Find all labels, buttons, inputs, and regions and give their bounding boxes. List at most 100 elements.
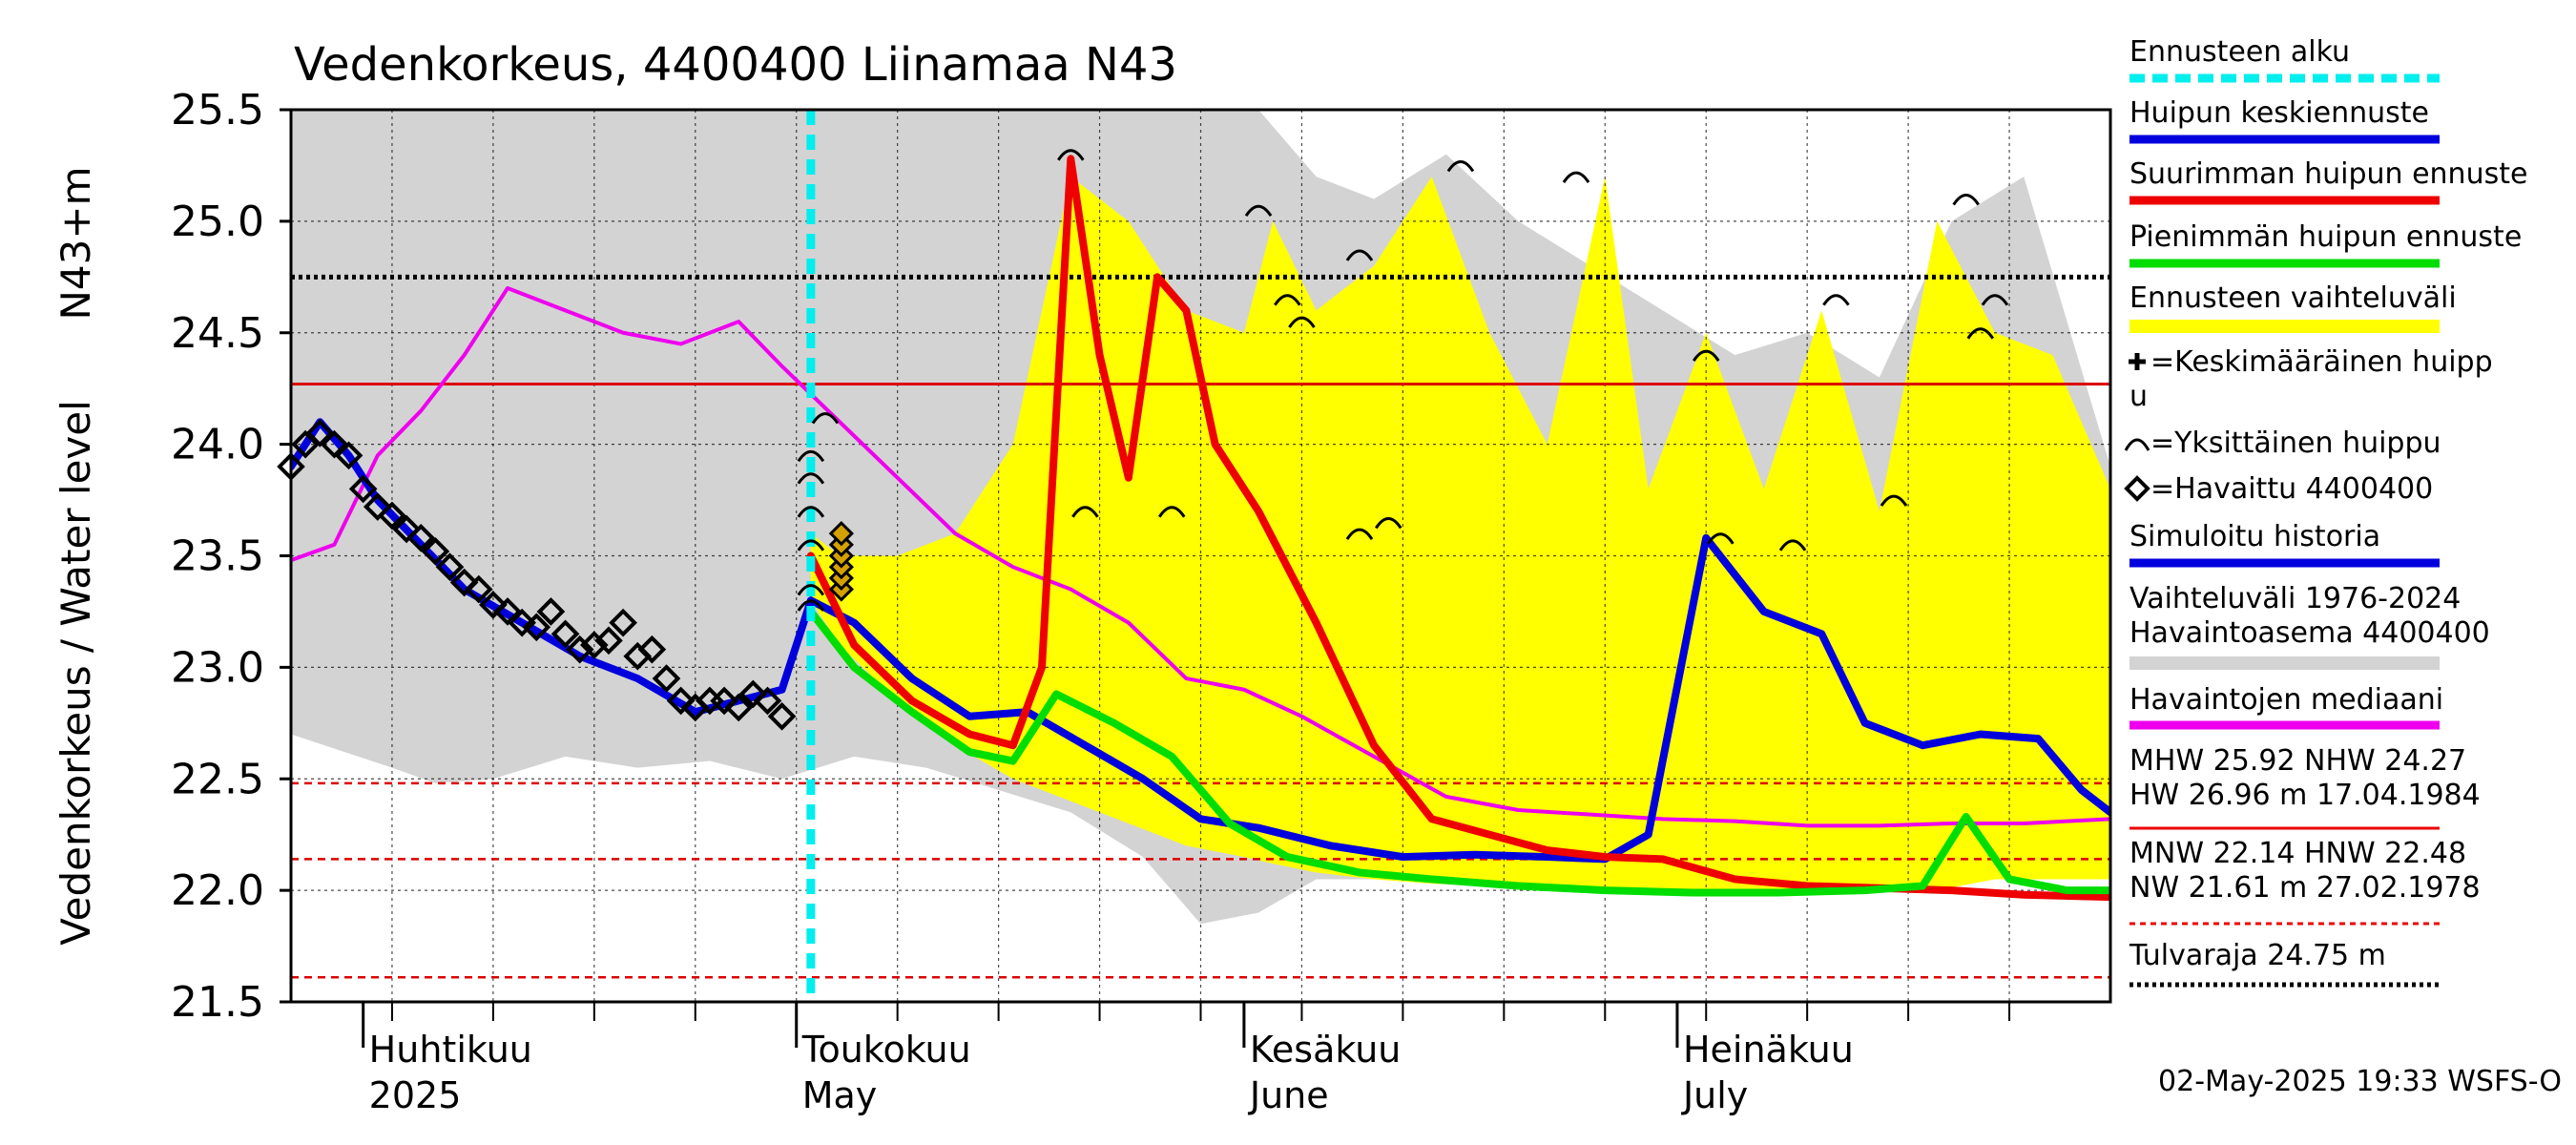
- observed-point: [348, 474, 378, 504]
- legend-item-keskim-r-inen-huipp-line2: u: [2129, 380, 2148, 413]
- peak-marker: [1981, 294, 2009, 306]
- month-label: Heinäkuu: [1683, 1029, 1854, 1071]
- observed-point: [493, 597, 522, 626]
- series-simuloitu-historia: [291, 418, 815, 717]
- legend-item-mhw-25-92-nhw-24-27: MHW 25.92 NHW 24.27: [2129, 744, 2466, 778]
- peak-marker: [1966, 327, 1995, 340]
- observed-point: [710, 686, 738, 716]
- peak-marker: [1244, 204, 1273, 218]
- peak-marker: [797, 599, 825, 612]
- legend-cross-icon: [2129, 353, 2146, 370]
- observed-point: [767, 701, 797, 731]
- peak-marker: [1345, 249, 1374, 261]
- observed-point: [522, 613, 551, 642]
- observed-point: [609, 608, 637, 637]
- series-huipun-keskiennuste: [806, 533, 2110, 864]
- observed-point: [305, 419, 335, 448]
- peak-marker: [1345, 528, 1374, 540]
- peak-marker: [1071, 506, 1099, 518]
- observed-point: [536, 597, 566, 626]
- peak-marker: [1822, 294, 1850, 306]
- month-sublabel: May: [802, 1074, 878, 1116]
- observed-point: [738, 679, 768, 709]
- legend-item-havaintojen-mediaani: Havaintojen mediaani: [2129, 683, 2443, 717]
- y-axis-unit-label: N43+m: [52, 167, 99, 321]
- peak-marker: [1274, 294, 1301, 306]
- y-tick-label: 25.0: [171, 198, 264, 246]
- band-forecast-range: [810, 177, 2110, 891]
- y-tick-label: 24.0: [171, 421, 264, 469]
- peak-marker: [1692, 349, 1720, 362]
- legend-item-tulvaraja-24-75-m: Tulvaraja 24.75 m: [2129, 939, 2386, 972]
- month-sublabel: June: [1248, 1074, 1329, 1116]
- observed-point: [637, 635, 667, 664]
- peak-marker: [797, 472, 825, 485]
- observed-point: [753, 686, 782, 716]
- y-axis-label: Vedenkorkeus / Water level: [52, 400, 99, 946]
- observed-point: [435, 552, 465, 582]
- observed-point: [724, 693, 754, 722]
- observed-point: [334, 441, 364, 470]
- month-label: Kesäkuu: [1250, 1029, 1402, 1071]
- observed-point: [363, 492, 392, 521]
- month-label: Huhtikuu: [369, 1029, 532, 1071]
- legend-item-pienimm-n-huipun-ennuste: Pienimmän huipun ennuste: [2129, 220, 2522, 254]
- peak-marker: [1057, 149, 1085, 161]
- observed-point: [828, 521, 854, 547]
- y-tick-label: 25.5: [171, 86, 264, 135]
- observed-point: [580, 631, 609, 659]
- legend-item-mhw-25-92-nhw-24-27-line2: HW 26.96 m 17.04.1984: [2129, 779, 2481, 812]
- observed-point: [392, 514, 421, 544]
- legend-item-keskim-r-inen-huipp: =Keskimääräinen huipp: [2150, 345, 2493, 379]
- legend-diamond-icon: [2124, 475, 2150, 502]
- peak-marker: [1157, 506, 1186, 518]
- peak-marker: [1446, 159, 1475, 173]
- peak-marker: [1707, 532, 1735, 545]
- legend-item-mnw-22-14-hnw-22-48: MNW 22.14 HNW 22.48: [2129, 837, 2466, 870]
- series-pienimm-n-huipun-ennuste: [806, 607, 2110, 897]
- observed-point: [666, 686, 696, 716]
- legend-item-yksitt-inen-huippu: =Yksittäinen huippu: [2150, 427, 2441, 460]
- series-havaintojen-mediaani: [291, 286, 2110, 828]
- legend-item-mnw-22-14-hnw-22-48-line2: NW 21.61 m 27.02.1978: [2129, 871, 2481, 905]
- y-tick-label: 22.5: [171, 755, 264, 803]
- observed-point: [594, 626, 623, 656]
- peak-marker: [811, 412, 840, 425]
- observed-point: [320, 429, 349, 459]
- observed-point: [406, 523, 436, 552]
- peak-marker: [797, 584, 825, 596]
- observed-point: [479, 591, 508, 619]
- y-tick-label: 23.0: [171, 643, 264, 692]
- peak-marker: [1374, 516, 1402, 530]
- series-suurimman-huipun-ennuste: [806, 155, 2110, 902]
- legend-item-huipun-keskiennuste: Huipun keskiennuste: [2129, 96, 2429, 130]
- observed-point: [551, 619, 580, 649]
- observed-point: [508, 608, 536, 637]
- y-tick-label: 24.5: [171, 309, 264, 358]
- legend-item-simuloitu-historia: Simuloitu historia: [2129, 520, 2380, 553]
- peak-marker: [1288, 316, 1316, 328]
- legend-item-ennusteen-alku: Ennusteen alku: [2129, 35, 2350, 69]
- observed-point: [378, 501, 406, 531]
- y-tick-label: 23.5: [171, 532, 264, 581]
- legend-arc-icon: [2124, 438, 2150, 451]
- peak-marker: [1562, 171, 1590, 183]
- peak-marker: [797, 539, 825, 552]
- month-sublabel: July: [1681, 1074, 1748, 1116]
- peak-marker: [1778, 539, 1807, 552]
- month-label: Toukokuu: [801, 1029, 971, 1071]
- observed-point: [652, 664, 681, 693]
- y-tick-label: 22.0: [171, 866, 264, 915]
- legend-item-vaihteluv-li-1976-2024-line2: Havaintoasema 4400400: [2129, 616, 2490, 650]
- legend-item-havaittu-4400400: =Havaittu 4400400: [2150, 472, 2433, 506]
- observed-point: [464, 574, 493, 604]
- peak-marker: [1952, 194, 1980, 206]
- month-sublabel: 2025: [369, 1074, 462, 1116]
- observed-point: [449, 568, 479, 597]
- legend-item-ennusteen-vaihteluv-li: Ennusteen vaihteluväli: [2129, 281, 2457, 315]
- footer-timestamp: 02-May-2025 19:33 WSFS-O: [2158, 1065, 2562, 1098]
- y-tick-label: 21.5: [171, 978, 264, 1027]
- peak-marker: [797, 506, 825, 518]
- observed-point: [421, 536, 450, 566]
